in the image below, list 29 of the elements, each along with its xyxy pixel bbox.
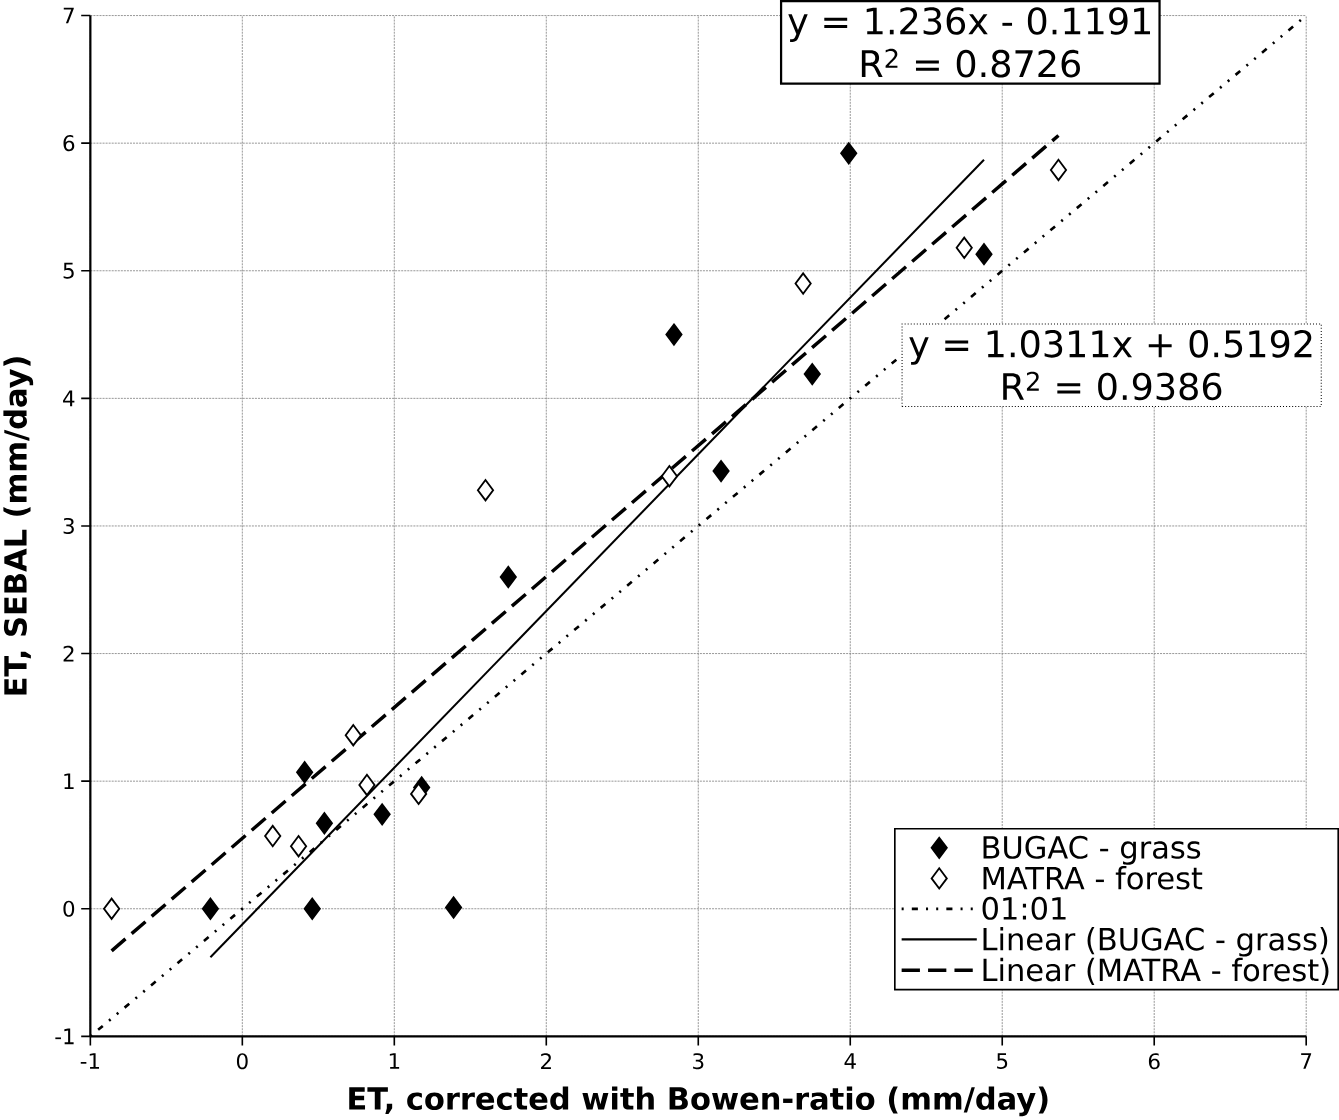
legend-label: MATRA - forest (983, 866, 1203, 890)
y-tick-label: 7 (63, 8, 74, 24)
x-tick-label: 4 (844, 1053, 856, 1069)
x-tick-label: 5 (997, 1053, 1008, 1070)
x-tick-label: 7 (1301, 1053, 1312, 1069)
x-axis-title: ET, corrected with Bowen-ratio (mm/day) (349, 1086, 1048, 1117)
legend-label: Linear (BUGAC - grass) (983, 927, 1328, 957)
y-tick-label: 4 (63, 390, 75, 407)
y-tick-label: 1 (64, 773, 74, 790)
legend-label: 01:01 (982, 897, 1066, 921)
y-tick-label: 2 (63, 645, 74, 662)
legend-label: Linear (MATRA - forest) (983, 958, 1329, 986)
annotation: R$^{2}$ = 0.9386 (1003, 371, 1222, 401)
legend-label: BUGAC - grass (983, 836, 1201, 865)
x-tick-label: 0 (236, 1053, 248, 1070)
y-tick-label: 0 (63, 900, 75, 918)
annotation: y = 1.236x - 0.1191 (788, 7, 1151, 43)
annotation: R$^{2}$ = 0.8726 (861, 49, 1080, 78)
x-tick-label: 1 (389, 1053, 400, 1069)
annotation: y = 1.0311x + 0.5192 (909, 330, 1312, 365)
y-tick-label: 3 (63, 518, 74, 535)
x-tick-label: 6 (1148, 1053, 1160, 1070)
x-tick-label: -1 (80, 1053, 100, 1069)
y-tick-label: 6 (63, 135, 75, 152)
y-axis-title: ET, SEBAL (mm/day) (3, 357, 34, 695)
y-tick-label: 5 (63, 263, 74, 279)
x-tick-label: 2 (541, 1053, 551, 1070)
y-tick-label: -1 (55, 1028, 74, 1045)
x-tick-label: 3 (693, 1053, 704, 1070)
